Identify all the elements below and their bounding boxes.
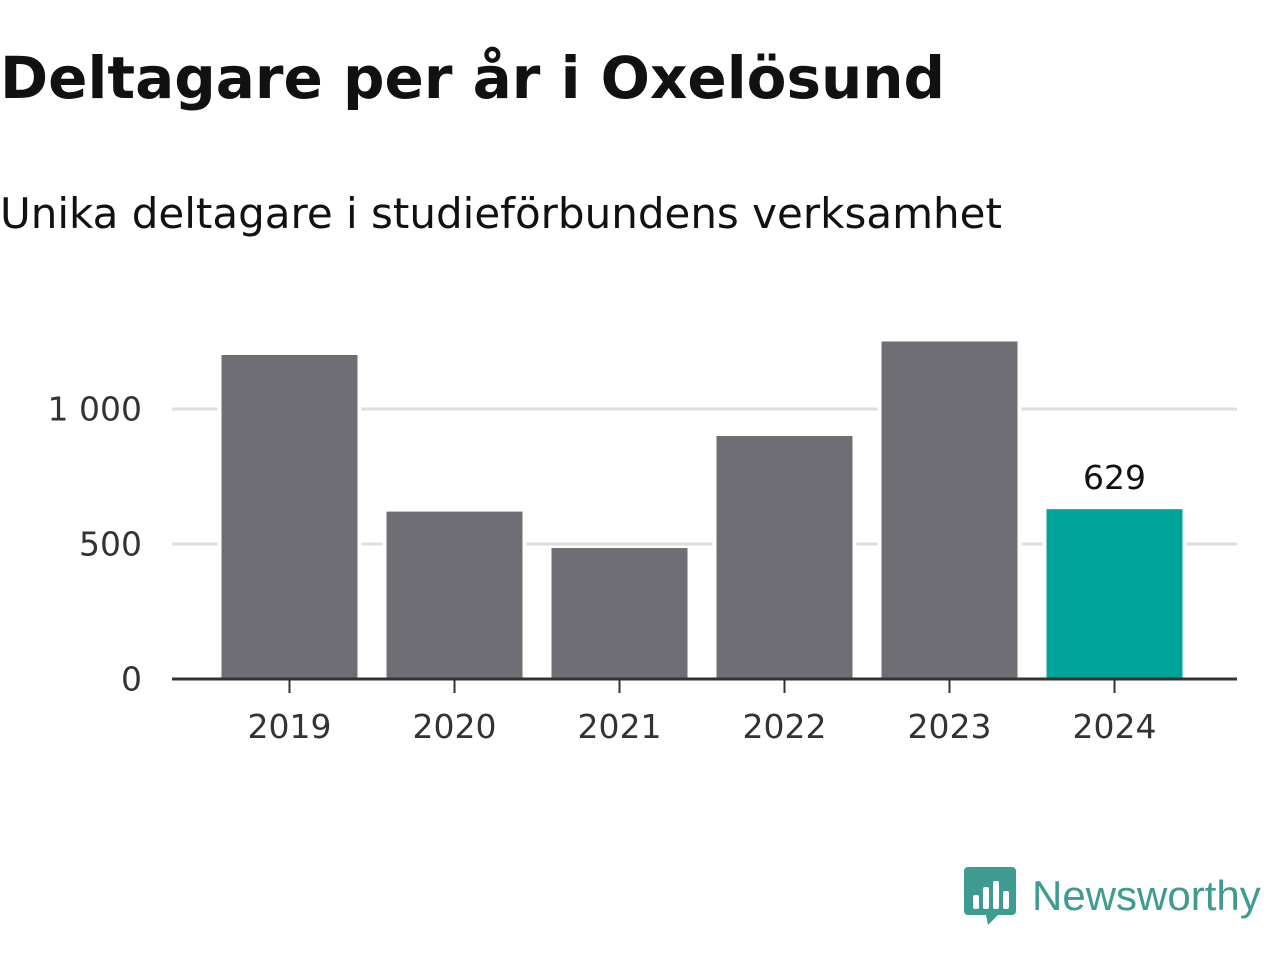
- x-tick-label-2021: 2021: [578, 707, 662, 746]
- bar-2020: [386, 511, 523, 679]
- bar-2023: [881, 341, 1018, 679]
- bars: [221, 341, 1183, 679]
- bar-2019: [221, 355, 358, 679]
- x-tick-label-2020: 2020: [413, 707, 497, 746]
- axes: [172, 677, 1237, 693]
- grid-lines: [172, 407, 1237, 546]
- brand-name: Newsworthy: [1032, 872, 1261, 919]
- bar-2021: [551, 548, 688, 679]
- newsworthy-logo-icon: [964, 867, 1016, 925]
- y-tick-label-0: 0: [121, 660, 142, 699]
- y-tick-label-1000: 1 000: [48, 390, 142, 429]
- y-tick-label-500: 500: [79, 525, 142, 564]
- x-tick-label-2022: 2022: [743, 707, 827, 746]
- x-tick-label-2019: 2019: [248, 707, 332, 746]
- bar-2022: [716, 436, 853, 679]
- x-tick-label-2024: 2024: [1073, 707, 1157, 746]
- newsworthy-brand: Newsworthy: [964, 864, 1261, 928]
- chart-title: Deltagare per år i Oxelösund: [0, 44, 946, 112]
- bar-2024: [1046, 509, 1183, 679]
- x-tick-label-2023: 2023: [908, 707, 992, 746]
- chart-subtitle: Unika deltagare i studieförbundens verks…: [0, 189, 1002, 238]
- labels: 0 500 1 000 2019 2020 2021 2022 2023 2024 629: [48, 390, 1157, 747]
- data-label-2024: 629: [1083, 458, 1146, 497]
